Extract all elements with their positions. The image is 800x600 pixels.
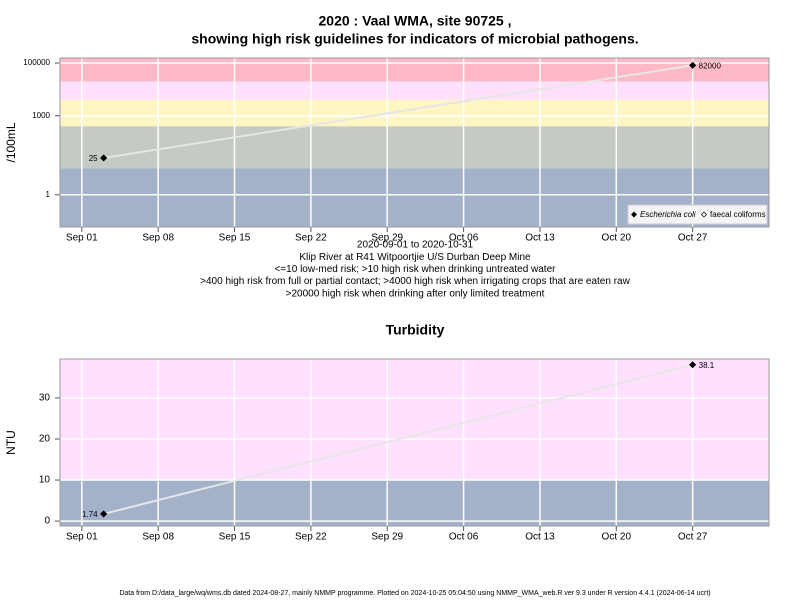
x-tick-label: Sep 15 bbox=[219, 233, 251, 244]
data-label: 1.74 bbox=[82, 510, 98, 519]
risk-band bbox=[60, 81, 769, 100]
y-axis-label: NTU bbox=[4, 430, 18, 455]
risk-band bbox=[60, 58, 769, 82]
x-tick-label: Oct 20 bbox=[602, 233, 632, 244]
x-tick-label: Oct 13 bbox=[525, 233, 555, 244]
data-label: 82000 bbox=[699, 61, 722, 70]
series-line bbox=[103, 64, 693, 159]
x-tick-label: Sep 08 bbox=[142, 532, 174, 543]
plot-frame bbox=[59, 57, 770, 228]
data-point bbox=[100, 510, 108, 518]
legend-marker bbox=[631, 211, 637, 218]
x-tick-label: Sep 29 bbox=[371, 532, 403, 543]
legend-box bbox=[627, 204, 768, 225]
y-tick-label: 0 bbox=[44, 516, 50, 527]
subtitle: >400 high risk from full or partial cont… bbox=[200, 276, 630, 287]
risk-band bbox=[60, 359, 769, 481]
y-tick-label: 100000 bbox=[23, 58, 50, 67]
x-tick-label: Oct 27 bbox=[678, 233, 708, 244]
series-line bbox=[103, 363, 693, 515]
y-tick-label: 10 bbox=[39, 475, 51, 486]
chart-title: showing high risk guidelines for indicat… bbox=[191, 31, 638, 47]
x-tick-label: Sep 01 bbox=[66, 532, 98, 543]
data-point bbox=[100, 154, 108, 162]
x-tick-label: Oct 13 bbox=[525, 532, 555, 543]
legend-marker bbox=[701, 211, 707, 218]
x-tick-label: Sep 08 bbox=[142, 233, 174, 244]
x-tick-label: Sep 29 bbox=[371, 233, 403, 244]
x-tick-label: Sep 22 bbox=[295, 532, 327, 543]
y-tick-label: 1000 bbox=[32, 111, 50, 120]
x-tick-label: Oct 27 bbox=[678, 532, 708, 543]
risk-band bbox=[60, 126, 769, 169]
y-tick-label: 20 bbox=[39, 434, 51, 445]
subtitle: Klip River at R41 Witpoortjie U/S Durban… bbox=[299, 252, 531, 263]
data-label: 25 bbox=[89, 154, 98, 163]
x-tick-label: Oct 06 bbox=[449, 233, 479, 244]
chart-title: Turbidity bbox=[386, 322, 445, 338]
subtitle: >20000 high risk when drinking after onl… bbox=[286, 288, 545, 299]
x-tick-label: Sep 22 bbox=[295, 233, 327, 244]
footer: Data from D:/data_large/wq/wms.db dated … bbox=[119, 590, 710, 597]
data-point bbox=[689, 361, 697, 369]
x-tick-label: Sep 01 bbox=[66, 233, 98, 244]
y-axis-label: /100mL bbox=[4, 122, 18, 162]
chart-title: 2020 : Vaal WMA, site 90725 , bbox=[319, 13, 512, 29]
risk-band bbox=[60, 480, 769, 526]
subtitle: <=10 low-med risk; >10 high risk when dr… bbox=[275, 264, 557, 275]
y-tick-label: 1 bbox=[46, 190, 51, 199]
data-point bbox=[689, 61, 697, 69]
x-tick-label: Oct 06 bbox=[449, 532, 479, 543]
subtitle: 2020-09-01 to 2020-10-31 bbox=[357, 240, 474, 251]
x-tick-label: Sep 15 bbox=[219, 532, 251, 543]
x-tick-label: Oct 20 bbox=[602, 532, 632, 543]
legend-label: Escherichia coli bbox=[640, 210, 696, 219]
data-label: 38.1 bbox=[699, 361, 715, 370]
legend-label: faecal coliforms bbox=[710, 210, 766, 219]
risk-band bbox=[60, 99, 769, 127]
y-tick-label: 30 bbox=[39, 393, 51, 404]
plot-frame bbox=[59, 358, 770, 527]
